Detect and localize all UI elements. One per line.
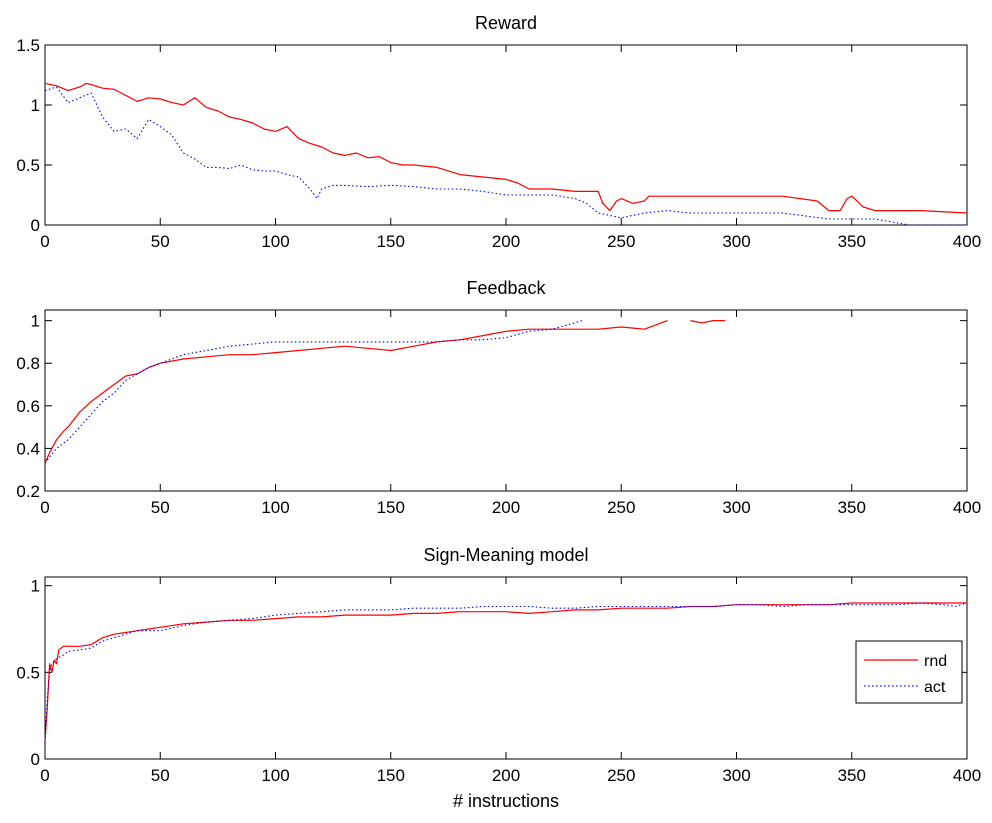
x-tick-label: 100 <box>261 232 289 251</box>
x-tick-label: 0 <box>40 766 49 785</box>
x-tick-label: 50 <box>151 498 170 517</box>
chart-title: Reward <box>475 13 537 33</box>
x-tick-label: 400 <box>953 232 981 251</box>
x-tick-label: 250 <box>607 766 635 785</box>
x-tick-label: 250 <box>607 498 635 517</box>
x-tick-label: 350 <box>838 766 866 785</box>
x-tick-label: 200 <box>492 498 520 517</box>
y-tick-label: 0.6 <box>16 397 40 416</box>
series-line-act <box>44 86 967 226</box>
x-tick-label: 150 <box>377 232 405 251</box>
x-tick-label: 100 <box>261 498 289 517</box>
series-line-act <box>44 320 583 464</box>
x-tick-label: 350 <box>838 232 866 251</box>
y-tick-label: 1.5 <box>16 36 40 55</box>
x-tick-label: 350 <box>838 498 866 517</box>
y-tick-label: 0.2 <box>16 482 40 501</box>
x-tick-label: 100 <box>261 766 289 785</box>
x-tick-label: 400 <box>953 766 981 785</box>
x-tick-label: 300 <box>722 232 750 251</box>
series-line-rnd <box>44 602 967 742</box>
y-tick-label: 0 <box>31 216 40 235</box>
chart-title: Feedback <box>466 278 546 298</box>
x-tick-label: 300 <box>722 766 750 785</box>
x-tick-label: 400 <box>953 498 981 517</box>
series-line-rnd <box>44 320 725 464</box>
x-tick-label: 0 <box>40 232 49 251</box>
x-tick-label: 50 <box>151 232 170 251</box>
x-tick-label: 150 <box>377 766 405 785</box>
legend: rnd act <box>855 640 963 704</box>
y-tick-label: 0.5 <box>16 663 40 682</box>
chart-panel-2: Feedback 0 50 100 150 200 250 300 350 400 0.2 0.4 0.… <box>16 278 981 517</box>
x-axis-label: # instructions <box>453 791 559 811</box>
legend-label-rnd: rnd <box>924 653 947 670</box>
y-tick-label: 1 <box>31 96 40 115</box>
x-tick-label: 0 <box>40 498 49 517</box>
x-tick-label: 250 <box>607 232 635 251</box>
legend-box <box>855 640 963 704</box>
y-tick-label: 1 <box>31 577 40 596</box>
y-tick-label: 0.4 <box>16 439 40 458</box>
y-tick-label: 0.8 <box>16 354 40 373</box>
x-tick-label: 200 <box>492 232 520 251</box>
y-tick-label: 0.5 <box>16 156 40 175</box>
series-line-act <box>44 602 968 742</box>
chart-panel-3: Sign-Meaning model 0 50 100 150 200 250 300 350 4… <box>16 545 981 811</box>
legend-label-act: act <box>924 679 946 696</box>
x-tick-label: 50 <box>151 766 170 785</box>
x-tick-label: 150 <box>377 498 405 517</box>
y-tick-label: 1 <box>31 312 40 331</box>
x-tick-label: 200 <box>492 766 520 785</box>
series-line-rnd <box>44 82 968 214</box>
x-tick-label: 300 <box>722 498 750 517</box>
chart-panel-1: Reward 0 50 100 150 200 250 300 350 400 0 0.5 1 1.5 <box>16 13 981 251</box>
chart-title: Sign-Meaning model <box>423 545 588 565</box>
y-tick-label: 0 <box>31 750 40 769</box>
